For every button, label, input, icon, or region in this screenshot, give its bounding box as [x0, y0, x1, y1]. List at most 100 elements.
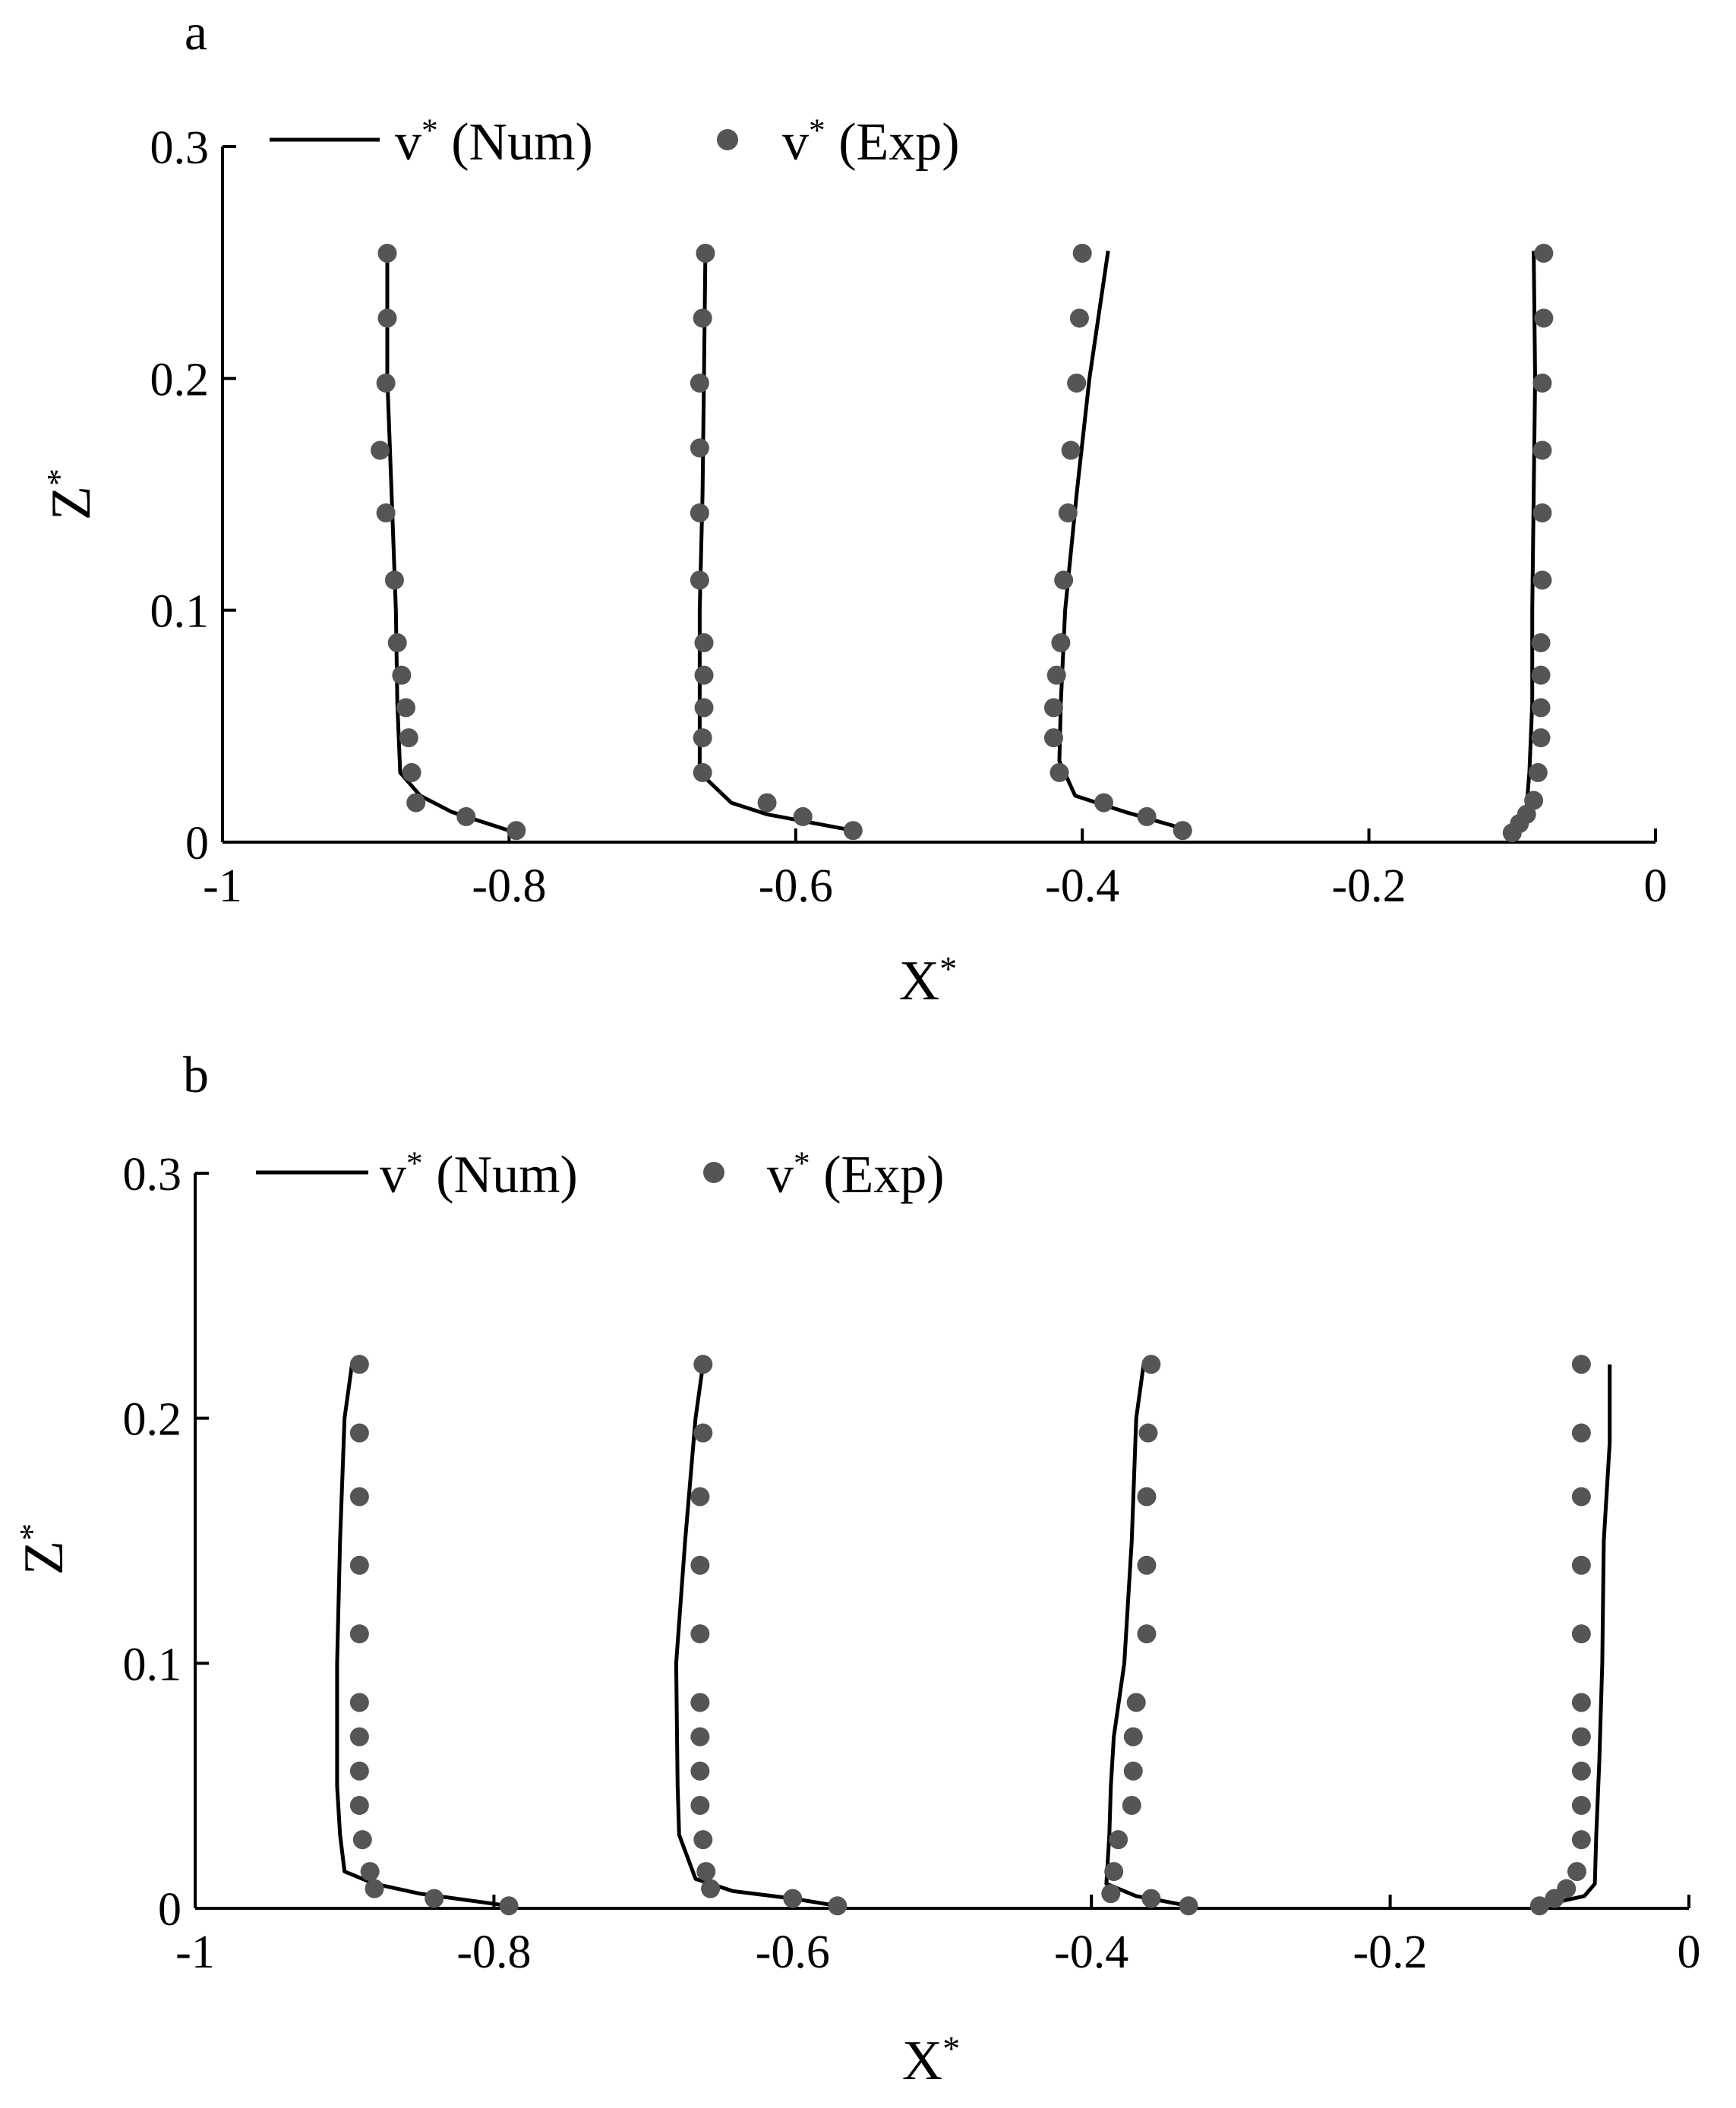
exp-point	[456, 806, 476, 826]
exp-point	[696, 1862, 716, 1882]
exp-point	[1069, 308, 1089, 328]
exp-point	[1571, 1355, 1591, 1374]
y-axis-title: Z*	[39, 469, 103, 520]
exp-point	[392, 665, 412, 685]
x-tick-label: 0	[1644, 860, 1668, 912]
exp-point	[402, 762, 421, 782]
exp-point	[349, 1487, 369, 1507]
exp-point	[1173, 821, 1192, 841]
exp-point	[690, 503, 709, 522]
exp-point	[371, 440, 390, 460]
x-tick-label: -1	[203, 860, 242, 912]
exp-point	[693, 1423, 713, 1443]
exp-point	[425, 1889, 444, 1908]
exp-point	[1545, 1889, 1564, 1908]
exp-point	[690, 1727, 710, 1747]
exp-point	[690, 1693, 710, 1712]
x-tick-label: -1	[175, 1927, 215, 1978]
y-tick-label: 0.1	[123, 1639, 182, 1690]
exp-point	[1571, 1624, 1591, 1644]
panel-a: a -1 -0.8 -0.6 -0.4 -0.2 0 0 0.1 0.2 0.3 X* Z* v* (Nu…	[39, 3, 1668, 1012]
exp-point	[1094, 793, 1114, 813]
panel-letter: b	[183, 1046, 209, 1103]
exp-point	[349, 1423, 369, 1443]
x-tick-label: -0.8	[472, 860, 546, 912]
exp-point	[1571, 1830, 1591, 1850]
exp-point	[1141, 1355, 1161, 1374]
y-tick-label: 0.2	[150, 354, 210, 406]
y-tick-label: 0.3	[150, 122, 210, 174]
exp-point	[693, 1355, 713, 1374]
legend: v* (Num) v* (Exp)	[256, 1145, 945, 1204]
exp-point	[1137, 806, 1157, 826]
exp-point	[365, 1879, 384, 1898]
exp-point	[1531, 698, 1551, 718]
exp-point	[349, 1727, 369, 1747]
exp-point	[1534, 308, 1554, 328]
exp-point	[360, 1862, 380, 1882]
exp-point	[1532, 373, 1552, 393]
y-tick-label: 0	[158, 1884, 181, 1936]
exp-point	[693, 728, 712, 748]
exp-point	[757, 793, 777, 813]
x-tick-label: -0.4	[1054, 1927, 1128, 1978]
exp-point	[694, 633, 714, 652]
exp-point	[1571, 1423, 1591, 1443]
exp-point	[1532, 570, 1552, 590]
exp-point	[1067, 373, 1087, 393]
exp-point	[1137, 1555, 1157, 1575]
exp-point	[690, 1795, 710, 1815]
exp-point	[701, 1879, 721, 1898]
exp-point	[693, 1830, 713, 1850]
num-profile-line	[1104, 1364, 1189, 1908]
x-axis-title: X*	[899, 949, 957, 1013]
exp-point	[1049, 762, 1069, 782]
exp-point	[376, 503, 396, 522]
exp-point	[696, 243, 715, 263]
exp-point	[1137, 1624, 1157, 1644]
exp-point	[1123, 1727, 1143, 1747]
exp-point	[349, 1355, 369, 1374]
exp-point	[1054, 570, 1074, 590]
x-axis-title: X*	[902, 2029, 960, 2093]
x-tick-label: 0	[1678, 1927, 1701, 1978]
exp-point	[1571, 1555, 1591, 1575]
exp-point	[690, 1487, 710, 1507]
series-num	[335, 1364, 1612, 1908]
exp-point	[1534, 243, 1554, 263]
exp-point	[1531, 728, 1551, 748]
x-tick-label: -0.8	[456, 1927, 531, 1978]
series-exp	[349, 1355, 1591, 1916]
exp-point	[1138, 1423, 1158, 1443]
exp-point	[1051, 633, 1071, 652]
exp-point	[1529, 1896, 1549, 1916]
exp-point	[694, 698, 714, 718]
x-tick-label: -0.2	[1332, 860, 1406, 912]
legend-label-exp: v* (Exp)	[767, 1145, 945, 1204]
exp-point	[843, 821, 863, 841]
exp-point	[690, 1555, 710, 1575]
series-exp	[371, 243, 1554, 843]
exp-point	[377, 243, 397, 263]
exp-point	[349, 1555, 369, 1575]
exp-point	[1137, 1487, 1157, 1507]
exp-point	[1179, 1896, 1198, 1916]
exp-point	[1046, 665, 1066, 685]
exp-point	[387, 633, 407, 652]
legend: v* (Num) v* (Exp)	[270, 112, 960, 172]
panel-letter: a	[185, 3, 207, 61]
exp-point	[693, 762, 712, 782]
exp-point	[1123, 1761, 1143, 1781]
exp-point	[377, 308, 397, 328]
exp-point	[1571, 1795, 1591, 1815]
exp-point	[1101, 1884, 1121, 1904]
series-num	[385, 251, 1537, 833]
x-tick-label: -0.6	[759, 860, 833, 912]
exp-point	[349, 1795, 369, 1815]
legend-label-exp: v* (Exp)	[782, 112, 960, 172]
exp-point	[349, 1624, 369, 1644]
exp-point	[1571, 1487, 1591, 1507]
exp-point	[349, 1693, 369, 1712]
num-profile-line	[335, 1364, 510, 1908]
